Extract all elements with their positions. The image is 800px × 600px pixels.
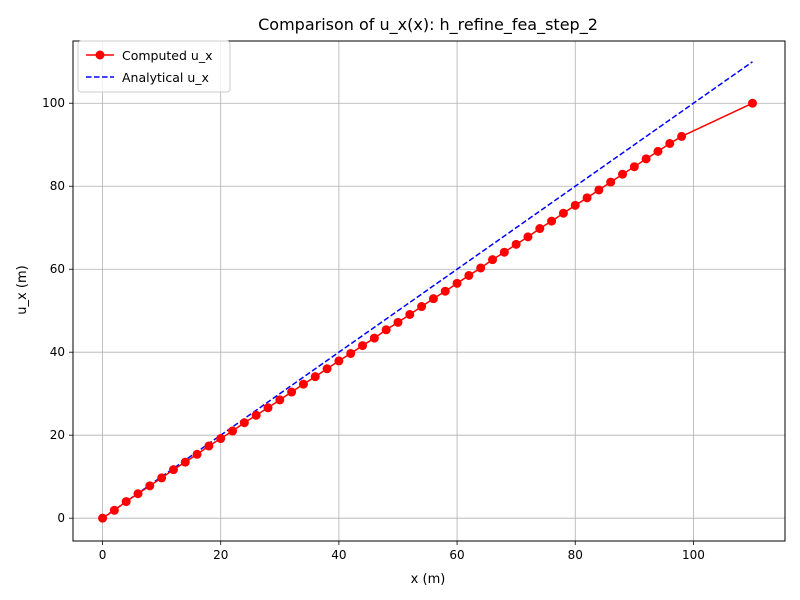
legend-label-computed: Computed u_x — [122, 48, 212, 63]
computed-data-point — [109, 505, 119, 515]
y-tick-label: 20 — [50, 428, 65, 442]
legend-box — [77, 40, 231, 93]
y-tick-label: 80 — [50, 179, 65, 193]
x-tick-label: 20 — [213, 548, 228, 562]
computed-data-point — [133, 489, 143, 499]
computed-data-point — [192, 449, 202, 459]
x-tick-label: 60 — [449, 548, 464, 562]
computed-data-point — [428, 294, 438, 304]
computed-data-point — [204, 441, 214, 451]
computed-data-point — [157, 473, 167, 483]
analytical-series-line — [102, 61, 753, 519]
legend-marker-computed — [95, 50, 105, 60]
computed-data-point — [393, 317, 403, 327]
computed-data-point — [558, 208, 568, 218]
computed-data-point — [239, 418, 249, 428]
grid — [73, 41, 785, 541]
computed-data-point — [440, 286, 450, 296]
computed-data-point — [511, 239, 521, 249]
computed-data-point — [748, 98, 758, 108]
y-tick-label: 40 — [50, 345, 65, 359]
computed-data-point — [535, 224, 545, 234]
computed-data-point — [263, 403, 273, 413]
computed-data-point — [358, 341, 368, 351]
computed-data-point — [310, 372, 320, 382]
x-axis-label: x (m) — [411, 572, 446, 587]
computed-data-point — [98, 513, 108, 523]
computed-data-point — [464, 270, 474, 280]
computed-data-point — [641, 154, 651, 164]
computed-data-point — [334, 356, 344, 366]
legend-label-analytical: Analytical u_x — [122, 70, 209, 85]
computed-data-point — [665, 138, 675, 148]
computed-data-point — [298, 379, 308, 389]
computed-data-point — [275, 395, 285, 405]
chart-title: Comparison of u_x(x): h_refine_fea_step_… — [258, 15, 598, 35]
computed-data-point — [476, 263, 486, 273]
computed-data-point — [488, 255, 498, 265]
computed-data-point — [405, 309, 415, 319]
axis-ticks: 0 20 40 60 80 100 0 20 40 60 80 100 — [42, 96, 705, 562]
x-tick-label: 40 — [331, 548, 346, 562]
series-layer — [98, 61, 758, 523]
x-tick-label: 80 — [568, 548, 583, 562]
computed-data-point — [180, 457, 190, 467]
computed-data-point — [322, 364, 332, 374]
computed-data-point — [216, 434, 226, 444]
y-axis-label: u_x (m) — [15, 265, 30, 314]
computed-data-point — [606, 177, 616, 187]
y-tick-label: 60 — [50, 262, 65, 276]
computed-data-point — [594, 185, 604, 195]
computed-data-point — [547, 216, 557, 226]
computed-data-point — [121, 497, 131, 507]
computed-data-point — [287, 387, 297, 397]
computed-data-point — [228, 426, 238, 436]
computed-data-point — [523, 232, 533, 242]
computed-data-point — [452, 278, 462, 288]
plot-frame — [72, 40, 786, 542]
computed-data-point — [653, 146, 663, 156]
computed-data-point — [251, 410, 261, 420]
computed-data-point — [582, 193, 592, 203]
y-tick-label: 100 — [42, 96, 65, 110]
computed-data-point — [417, 302, 427, 312]
computed-data-point — [570, 200, 580, 210]
computed-data-point — [618, 169, 628, 179]
computed-data-point — [499, 247, 509, 257]
computed-data-point — [381, 325, 391, 335]
legend: Computed u_x Analytical u_x — [77, 40, 231, 93]
computed-data-point — [677, 131, 687, 141]
computed-data-point — [629, 162, 639, 172]
computed-data-point — [346, 348, 356, 358]
computed-data-point — [145, 481, 155, 491]
x-tick-label: 0 — [99, 548, 107, 562]
computed-data-point — [369, 333, 379, 343]
x-tick-label: 100 — [682, 548, 705, 562]
computed-data-point — [168, 465, 178, 475]
y-tick-label: 0 — [57, 511, 65, 525]
